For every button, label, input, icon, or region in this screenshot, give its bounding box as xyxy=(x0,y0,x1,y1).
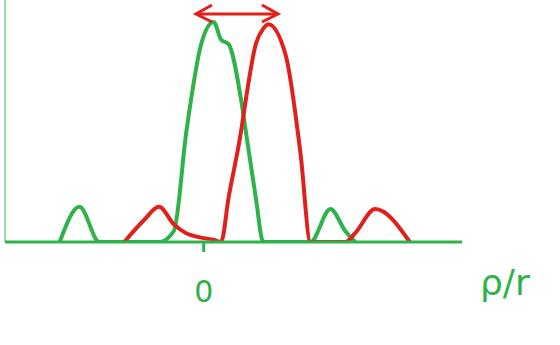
html-text:ρ/r: ρ/r xyxy=(480,262,530,303)
svg-text:0: 0 xyxy=(194,274,213,309)
